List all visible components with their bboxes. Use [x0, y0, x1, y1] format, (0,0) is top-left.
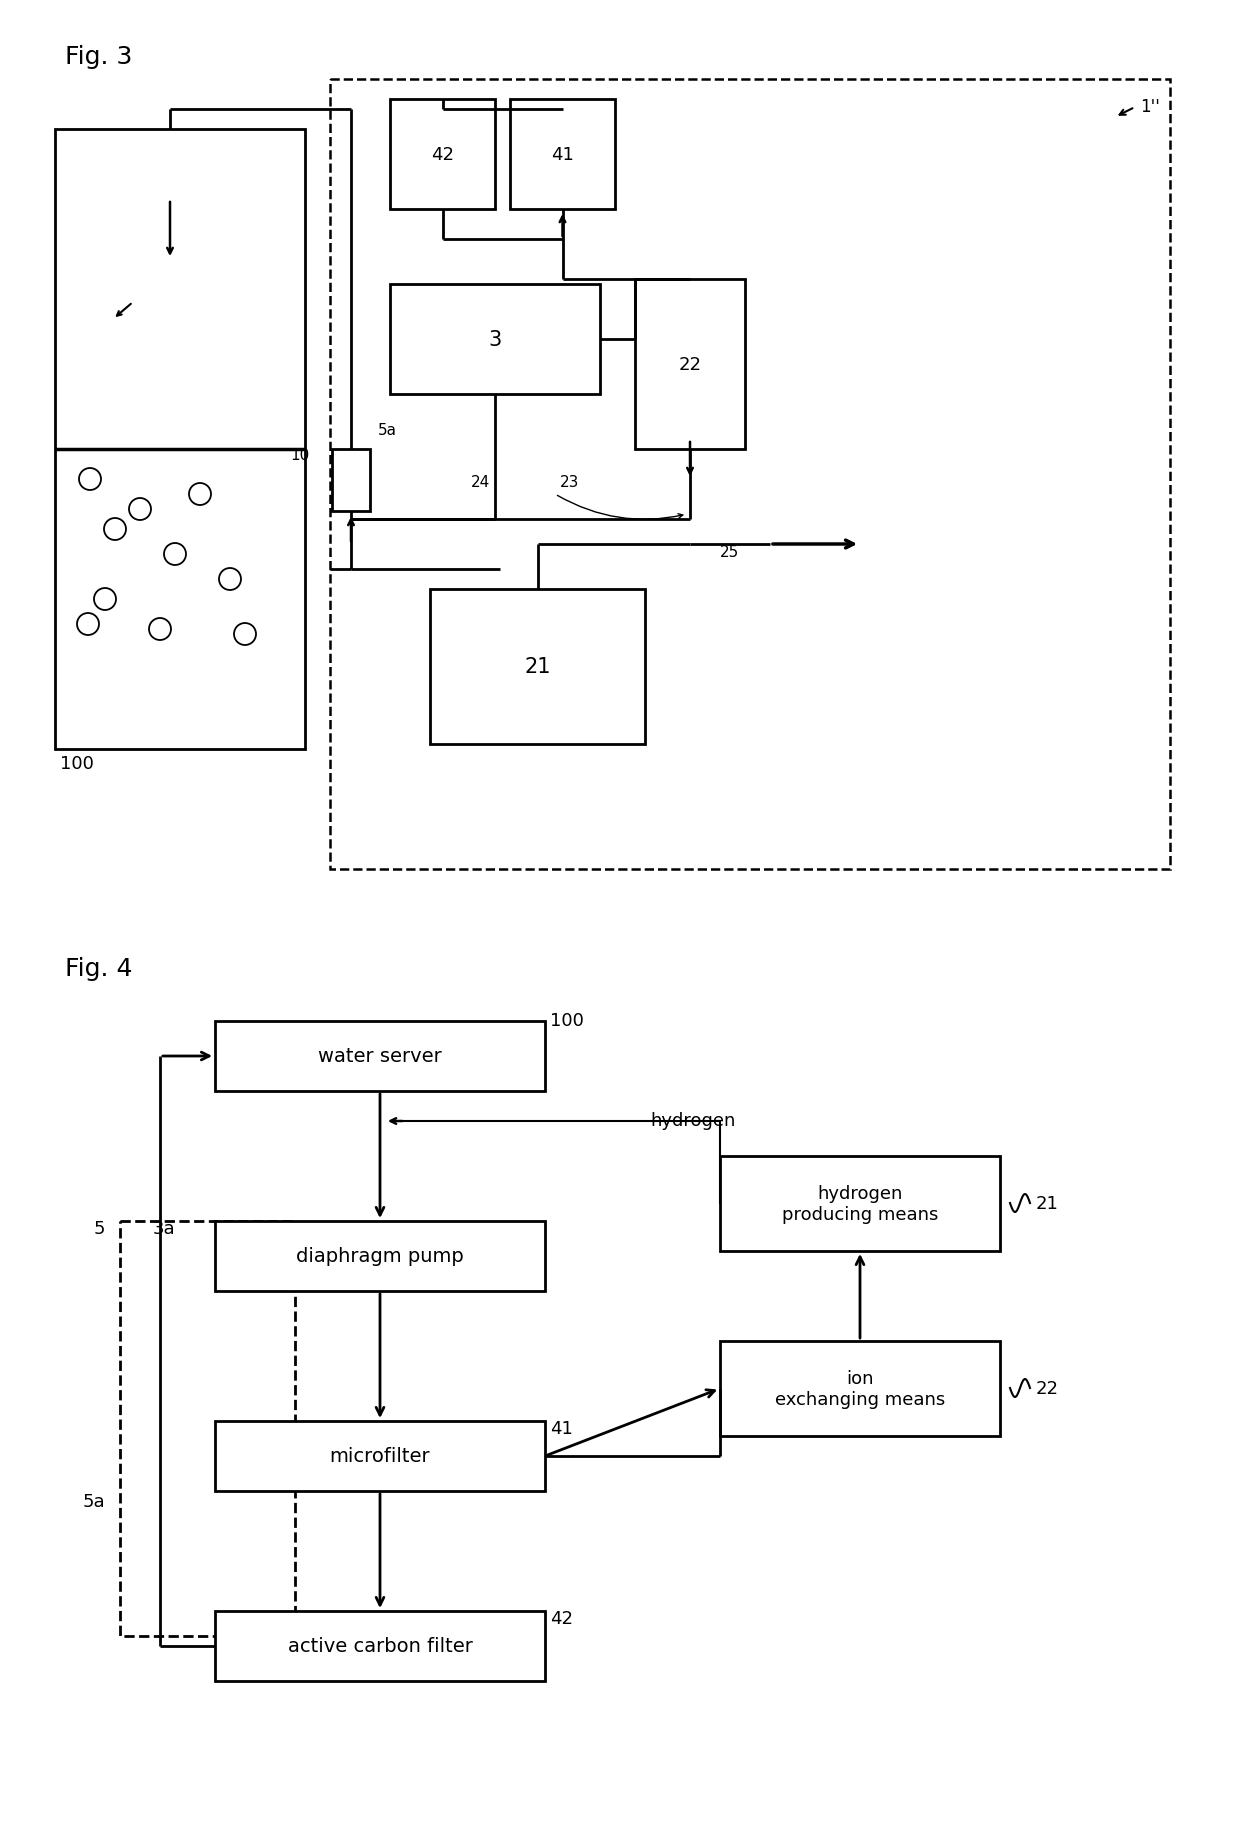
- Bar: [720, 1156, 999, 1251]
- Bar: [332, 450, 370, 512]
- Text: 100: 100: [60, 755, 94, 773]
- Text: 23: 23: [560, 474, 579, 490]
- Bar: [215, 1612, 546, 1681]
- Bar: [55, 129, 305, 749]
- Bar: [720, 1342, 999, 1437]
- Text: diaphragm pump: diaphragm pump: [296, 1247, 464, 1265]
- Text: 3: 3: [489, 330, 502, 350]
- Text: 22: 22: [678, 355, 702, 374]
- Bar: [215, 1021, 546, 1092]
- Bar: [330, 80, 1171, 870]
- Text: 10: 10: [290, 448, 309, 463]
- Bar: [215, 1221, 546, 1291]
- Text: 24: 24: [470, 474, 490, 490]
- Text: Fig. 4: Fig. 4: [64, 957, 133, 981]
- Bar: [391, 284, 600, 396]
- Text: 5a: 5a: [378, 423, 397, 438]
- Text: ion
exchanging means: ion exchanging means: [775, 1369, 945, 1407]
- Text: 41: 41: [551, 1420, 573, 1437]
- Bar: [215, 1422, 546, 1491]
- Text: 42: 42: [551, 1610, 573, 1628]
- Text: microfilter: microfilter: [330, 1447, 430, 1466]
- Bar: [391, 100, 495, 210]
- Text: 1'': 1'': [1140, 98, 1159, 117]
- Text: 42: 42: [432, 146, 454, 164]
- Bar: [120, 1221, 295, 1635]
- Text: 22: 22: [1035, 1380, 1059, 1396]
- Bar: [635, 281, 745, 450]
- Text: 100: 100: [551, 1012, 584, 1030]
- Bar: [430, 589, 645, 744]
- Text: hydrogen: hydrogen: [650, 1112, 735, 1130]
- Text: 21: 21: [1035, 1194, 1059, 1212]
- Text: Fig. 3: Fig. 3: [64, 46, 133, 69]
- Text: 5a: 5a: [82, 1493, 105, 1509]
- Text: 21: 21: [525, 656, 551, 676]
- Text: 5: 5: [93, 1220, 105, 1238]
- Text: water server: water server: [319, 1046, 441, 1066]
- Text: 41: 41: [551, 146, 574, 164]
- Text: 3a: 3a: [153, 1220, 175, 1238]
- Text: active carbon filter: active carbon filter: [288, 1637, 472, 1655]
- Text: 25: 25: [720, 545, 739, 560]
- Bar: [510, 100, 615, 210]
- Text: hydrogen
producing means: hydrogen producing means: [781, 1185, 939, 1223]
